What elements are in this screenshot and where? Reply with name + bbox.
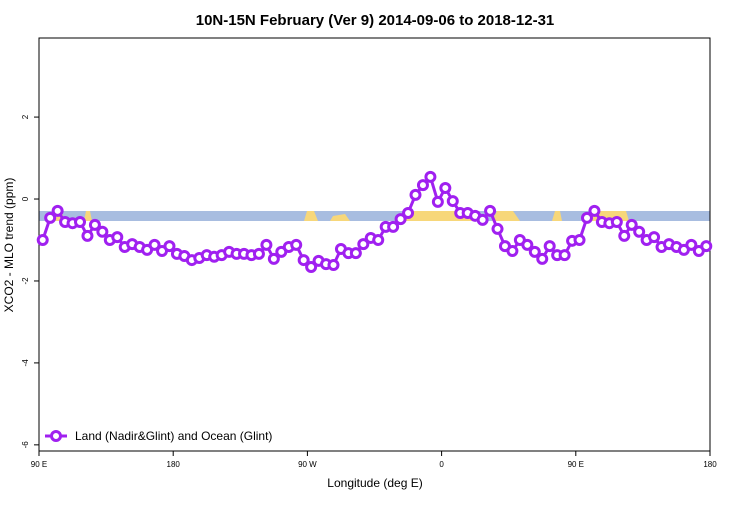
data-point: [685, 238, 698, 251]
data-point: [558, 249, 571, 262]
y-tick-label: 0: [21, 196, 30, 201]
data-point: [528, 245, 541, 258]
data-point: [610, 215, 623, 228]
y-tick-label: -4: [21, 359, 30, 367]
data-point: [409, 188, 422, 201]
data-point: [88, 218, 101, 231]
y-tick-label: 2: [21, 114, 30, 119]
data-point: [491, 222, 504, 235]
data-point: [305, 261, 318, 274]
y-tick-label: -2: [21, 277, 30, 285]
legend: Land (Nadir&Glint) and Ocean (Glint): [42, 425, 282, 447]
data-point: [536, 252, 549, 265]
y-axis-title: XCO2 - MLO trend (ppm): [2, 178, 16, 313]
data-point: [573, 233, 586, 246]
data-point: [625, 218, 638, 231]
data-point: [372, 233, 385, 246]
data-point: [506, 245, 519, 258]
data-point: [424, 170, 437, 183]
legend-marker: [50, 430, 62, 442]
x-tick-label: 90 E: [568, 460, 584, 469]
data-point: [588, 204, 601, 217]
data-point: [387, 220, 400, 233]
ocean-band: [39, 211, 710, 221]
land-ocean-strip: [39, 211, 710, 221]
x-tick-label: 0: [439, 460, 444, 469]
data-point: [416, 179, 429, 192]
data-point: [580, 211, 593, 224]
legend-box: [42, 425, 282, 447]
data-point: [521, 238, 534, 251]
x-tick-label: 180: [167, 460, 181, 469]
data-point: [402, 206, 415, 219]
data-point: [633, 225, 646, 238]
data-point: [618, 229, 631, 242]
y-tick-label: -6: [21, 441, 30, 449]
data-point: [476, 213, 489, 226]
x-tick-label: 90 E: [31, 460, 47, 469]
data-point: [349, 247, 362, 260]
data-point: [357, 238, 370, 251]
data-point: [267, 252, 280, 265]
x-tick-label: 90 W: [298, 460, 317, 469]
chart-title: 10N-15N February (Ver 9) 2014-09-06 to 2…: [196, 12, 555, 29]
data-point: [290, 238, 303, 251]
data-point: [96, 225, 109, 238]
data-point: [252, 247, 265, 260]
data-point: [297, 254, 310, 267]
data-point: [36, 233, 49, 246]
data-point: [163, 240, 176, 253]
data-point: [648, 231, 661, 244]
legend-label: Land (Nadir&Glint) and Ocean (Glint): [75, 429, 272, 443]
data-point: [44, 211, 57, 224]
data-point: [111, 231, 124, 244]
data-point: [431, 195, 444, 208]
data-point: [51, 204, 64, 217]
land-shape: [53, 211, 629, 221]
x-tick-label: 180: [703, 460, 717, 469]
data-point: [327, 258, 340, 271]
data-point: [260, 238, 273, 251]
data-point: [446, 195, 459, 208]
data-point: [148, 238, 161, 251]
data-point: [439, 181, 452, 194]
data-point: [543, 240, 556, 253]
data-point: [394, 213, 407, 226]
data-point: [74, 215, 87, 228]
data-point: [81, 229, 94, 242]
x-axis-title: Longitude (deg E): [327, 476, 422, 490]
data-point: [700, 240, 713, 253]
data-point: [484, 204, 497, 217]
